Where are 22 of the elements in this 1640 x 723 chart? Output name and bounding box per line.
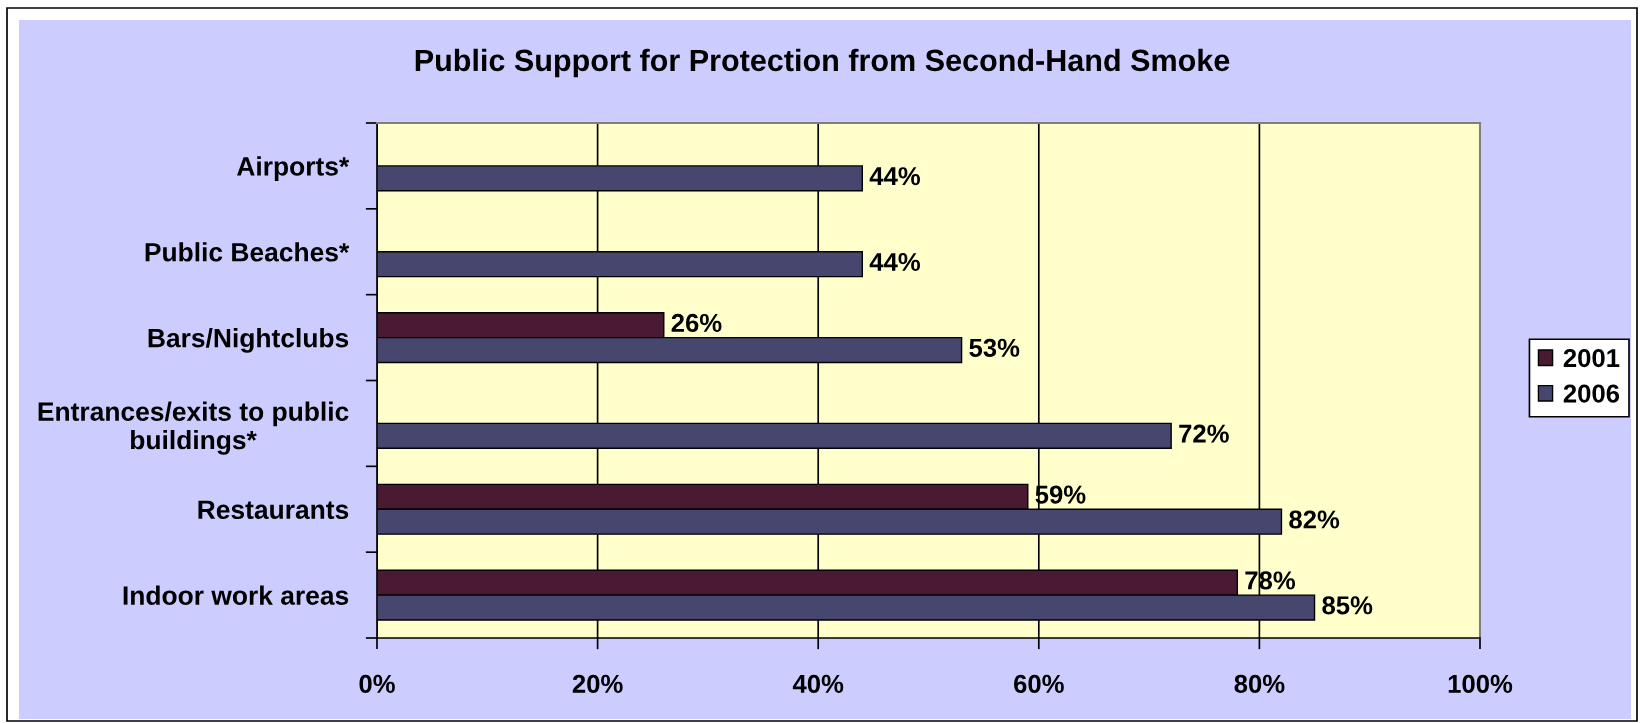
x-tick-label: 20%: [572, 674, 623, 693]
x-tick-label: 60%: [1014, 674, 1064, 693]
x-tick-label: 0%: [359, 674, 395, 693]
x-tick-label: 40%: [792, 674, 844, 693]
y-tick-label: Restaurants: [198, 500, 349, 520]
legend-label: 2001: [1563, 348, 1620, 368]
data-label: 85%: [1322, 596, 1373, 615]
data-label: 44%: [869, 252, 921, 272]
chart-title: Public Support for Protection from Second-Hand Smoke: [415, 48, 1230, 78]
data-label: 53%: [969, 338, 1020, 357]
data-label: 82%: [1289, 510, 1340, 529]
x-tick-label: 100%: [1448, 674, 1513, 693]
y-tick-label: Airports*: [236, 156, 350, 181]
y-tick-label: Public Beaches*: [145, 242, 350, 262]
y-tick-label: Indoor work areas: [123, 585, 349, 605]
y-tick-label: Bars/Nightclubs: [148, 328, 349, 353]
y-tick-label: Entrances/exits to public buildings*: [38, 401, 349, 455]
data-label: 72%: [1179, 424, 1229, 443]
data-label: 26%: [671, 313, 722, 333]
x-tick-label: 80%: [1234, 674, 1285, 693]
legend-label: 2006: [1563, 384, 1620, 403]
data-label: 44%: [869, 167, 921, 186]
